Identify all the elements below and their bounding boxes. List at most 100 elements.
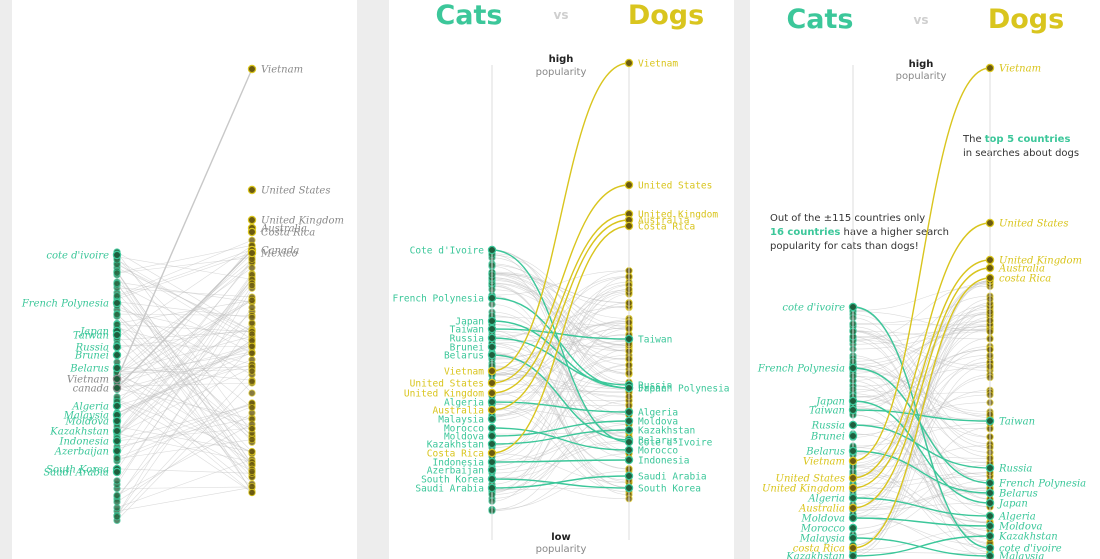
left-dot — [487, 350, 497, 360]
background-line — [116, 377, 253, 487]
left-label: Kazakhstan — [785, 552, 845, 559]
left-label: Japan — [455, 317, 484, 328]
background-right-dot — [248, 349, 256, 357]
connector-line — [852, 259, 991, 489]
background-line — [116, 426, 253, 452]
right-label: Moldova — [998, 522, 1043, 533]
background-line — [116, 297, 253, 492]
left-dot — [487, 474, 497, 484]
background-right-dot — [248, 488, 256, 497]
right-label: Taiwan — [638, 335, 672, 346]
background-line — [116, 401, 253, 493]
left-label: Brunei — [74, 351, 109, 362]
axis-high-popularity: popularity — [536, 67, 587, 78]
background-line — [116, 252, 253, 300]
background-line — [852, 361, 991, 477]
connector-line — [491, 297, 630, 389]
connector-line — [491, 249, 630, 443]
left-label: Azerbaijan — [54, 447, 109, 458]
axis-low-label: low — [551, 532, 571, 543]
cats-count-annotation: Out of the ±115 countries only 16 countr… — [770, 213, 952, 252]
axis-high-popularity: popularity — [896, 71, 947, 82]
background-line — [491, 254, 630, 342]
left-dot — [848, 396, 858, 406]
background-line — [116, 345, 253, 384]
background-line — [852, 423, 991, 447]
left-label: Algeria — [807, 494, 845, 505]
background-line — [116, 433, 253, 463]
background-line — [491, 354, 630, 421]
left-label: Saudi Arabia — [415, 484, 484, 495]
right-label: United Kingdom — [638, 210, 718, 221]
background-right-dot — [248, 377, 256, 386]
connector-line — [852, 306, 991, 549]
background-line — [852, 295, 991, 374]
background-right-dot — [248, 367, 256, 375]
connector-line — [852, 222, 991, 479]
background-line — [116, 366, 253, 435]
background-line — [116, 299, 253, 382]
background-line — [116, 262, 253, 346]
background-line — [116, 276, 253, 485]
background-left-dot — [113, 269, 121, 277]
right-dot — [985, 63, 995, 73]
connector-line — [852, 67, 991, 462]
right-label: Moldova — [638, 417, 678, 428]
left-label: Taiwan — [809, 406, 845, 417]
background-line — [852, 446, 991, 507]
right-dot — [247, 227, 257, 237]
right-label: cote d'ivoire — [999, 544, 1062, 555]
highlight-lines — [491, 62, 630, 489]
background-line — [491, 271, 630, 304]
top5-annotation-pre: The — [962, 134, 985, 145]
background-line — [852, 445, 991, 480]
background-line — [491, 254, 630, 452]
left-dot — [487, 483, 497, 493]
left-label: South Korea — [46, 465, 109, 476]
background-line — [116, 381, 253, 521]
background-line — [852, 330, 991, 340]
background-line — [852, 328, 991, 480]
cats-count-annotation-post: popularity for cats than dogs! — [770, 241, 919, 252]
right-label: United States — [638, 181, 712, 192]
background-line — [116, 371, 253, 455]
left-label: Malaysia — [438, 415, 484, 426]
background-line — [116, 271, 253, 465]
connector-line — [491, 427, 630, 451]
background-right-dot — [248, 296, 256, 304]
right-dot — [624, 425, 634, 435]
connector-line — [116, 68, 253, 380]
connector-line — [852, 517, 991, 527]
left-label: Kazakhstan — [49, 427, 109, 438]
background-right-dot — [248, 303, 256, 312]
left-label: French Polynesia — [757, 364, 845, 375]
background-line — [491, 295, 630, 454]
left-label: Costa Rica — [427, 449, 484, 460]
cats-count-annotation-pre: Out of the ±115 countries only — [770, 213, 925, 224]
right-label: Cote d'Ivoire — [638, 438, 713, 449]
connector-line — [491, 420, 630, 437]
background-line — [491, 410, 630, 471]
background-line — [116, 406, 253, 462]
right-label: United Kingdom — [999, 256, 1082, 267]
right-dot — [247, 64, 257, 74]
background-line — [491, 373, 630, 390]
left-dot — [848, 302, 858, 312]
left-dot — [112, 250, 122, 260]
left-dot — [487, 245, 497, 255]
connector-line — [491, 429, 630, 445]
background-line — [852, 364, 991, 546]
right-dot — [624, 334, 634, 344]
background-line — [852, 391, 991, 397]
left-dot — [487, 342, 497, 352]
right-dot — [985, 255, 995, 265]
connector-line — [491, 475, 630, 489]
background-line — [852, 377, 991, 499]
left-dot — [112, 363, 122, 373]
background-line — [852, 330, 991, 458]
left-dot — [487, 366, 497, 376]
connector-line — [852, 367, 991, 484]
background-right-dot — [248, 425, 256, 433]
right-label: French Polynesia — [998, 479, 1086, 490]
top5-annotation: The top 5 countries in searches about do… — [962, 134, 1079, 159]
